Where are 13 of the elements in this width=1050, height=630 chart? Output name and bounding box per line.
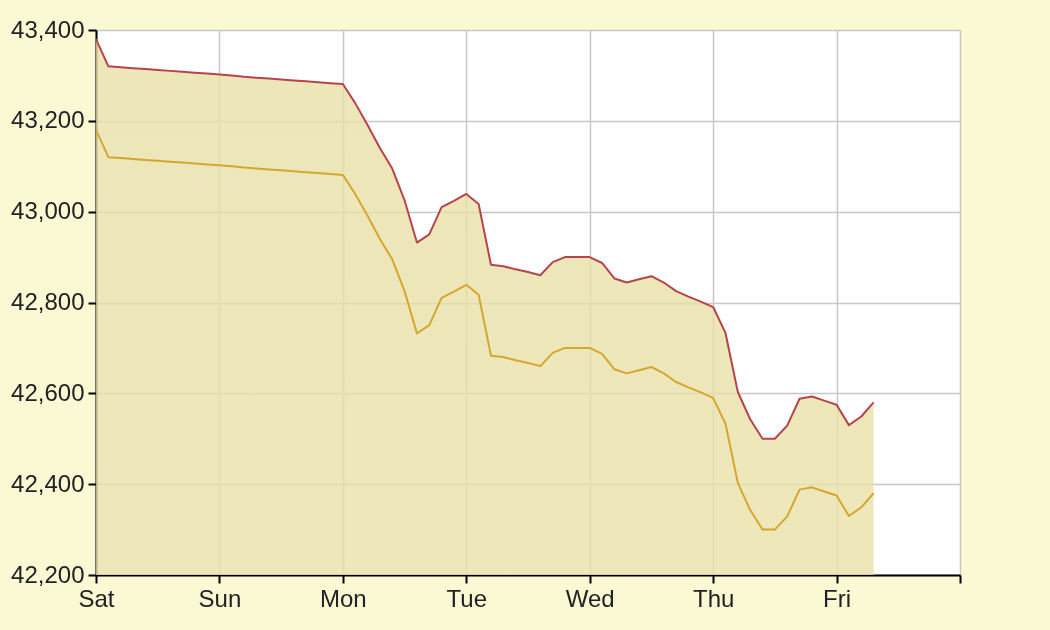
y-tick-label: 42,800 [11,288,85,315]
y-tick-label: 43,200 [11,106,85,134]
line-series [96,128,875,531]
x-tick-label: Mon [320,584,367,612]
x-tick-label: Fri [823,584,852,612]
x-tick-label: Sun [198,584,242,612]
x-tick-label: Wed [565,584,615,612]
y-tick-label: 43,400 [11,15,85,43]
x-tick-label: Tue [446,584,488,612]
x-tick-label: Thu [692,584,735,612]
y-tick-label: 43,000 [11,197,85,225]
y-tick-label: 42,400 [11,469,85,497]
y-tick-label: 42,600 [11,378,85,406]
